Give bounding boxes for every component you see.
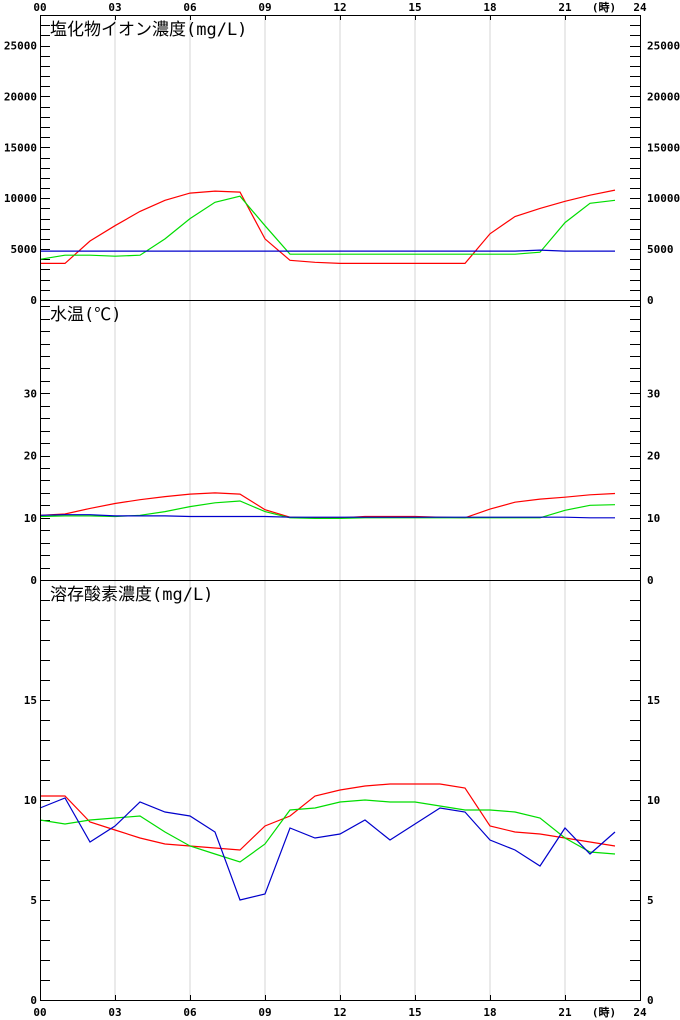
x-tick-label-bottom: 00 <box>33 1006 46 1019</box>
y-tick-label-right: 25000 <box>647 40 680 53</box>
y-tick-label-right: 15000 <box>647 141 680 154</box>
y-tick-label-left: 10 <box>24 512 37 525</box>
y-tick-label-left: 0 <box>30 574 37 587</box>
x-tick-label-top: 12 <box>333 1 346 14</box>
y-tick-label-left: 10 <box>24 794 37 807</box>
y-tick-label-right: 0 <box>647 574 654 587</box>
y-tick-label-left: 15 <box>24 694 37 707</box>
y-tick-label-left: 25000 <box>4 40 37 53</box>
x-tick-label-bottom: 15 <box>408 1006 421 1019</box>
series-line-2 <box>39 799 616 863</box>
panel-title: 溶存酸素濃度(mg/L) <box>50 585 213 605</box>
y-tick-label-right: 0 <box>647 294 654 307</box>
x-tick-label-bottom: 21 <box>558 1006 572 1019</box>
x-tick-label-top: 00 <box>33 1 46 14</box>
y-tick-label-left: 20 <box>24 450 37 463</box>
x-unit-label-bottom: (時) <box>592 1005 616 1019</box>
y-tick-label-right: 10 <box>647 512 660 525</box>
x-tick-label-top: 06 <box>183 1 197 14</box>
x-tick-label-bottom: 09 <box>258 1006 271 1019</box>
y-tick-label-left: 15000 <box>4 141 37 154</box>
y-tick-label-left: 30 <box>24 387 37 400</box>
x-tick-label-top: 21 <box>558 1 572 14</box>
panel-frame <box>40 580 641 1001</box>
x-tick-label-top: 03 <box>108 1 121 14</box>
y-tick-label-left: 10000 <box>4 192 37 205</box>
series-line-1 <box>39 492 616 519</box>
x-tick-label-bottom: 06 <box>183 1006 197 1019</box>
y-tick-label-right: 20000 <box>647 90 680 103</box>
y-tick-label-left: 5 <box>30 894 37 907</box>
x-tick-label-bottom: 18 <box>483 1006 496 1019</box>
y-tick-label-right: 0 <box>647 994 654 1007</box>
y-tick-label-right: 15 <box>647 694 660 707</box>
series-line-3 <box>39 514 615 519</box>
x-tick-label-bottom: 12 <box>333 1006 346 1019</box>
x-tick-label-top: 18 <box>483 1 496 14</box>
x-tick-label-bottom: 03 <box>108 1006 121 1019</box>
x-tick-label-top: 09 <box>258 1 271 14</box>
x-tick-label-top: 24 <box>633 1 647 14</box>
y-tick-label-right: 5000 <box>647 243 674 256</box>
y-tick-label-right: 20 <box>647 450 660 463</box>
y-tick-label-left: 20000 <box>4 90 37 103</box>
x-tick-label-bottom: 24 <box>633 1006 647 1019</box>
y-tick-label-right: 10 <box>647 794 660 807</box>
panel-title: 塩化物イオン濃度(mg/L) <box>50 20 247 40</box>
series-line-3 <box>39 797 616 901</box>
x-tick-label-top: 15 <box>408 1 421 14</box>
series-line-1 <box>40 783 616 851</box>
y-tick-label-left: 0 <box>30 294 37 307</box>
y-tick-label-left: 0 <box>30 994 37 1007</box>
series-line-3 <box>40 249 615 252</box>
panel-title: 水温(℃) <box>50 305 121 325</box>
series-line-1 <box>40 189 616 264</box>
y-tick-label-right: 30 <box>647 387 660 400</box>
y-tick-label-right: 5 <box>647 894 654 907</box>
y-tick-label-left: 5000 <box>11 243 38 256</box>
series-line-2 <box>39 195 616 260</box>
y-tick-label-right: 10000 <box>647 192 680 205</box>
x-unit-label-top: (時) <box>592 0 616 14</box>
